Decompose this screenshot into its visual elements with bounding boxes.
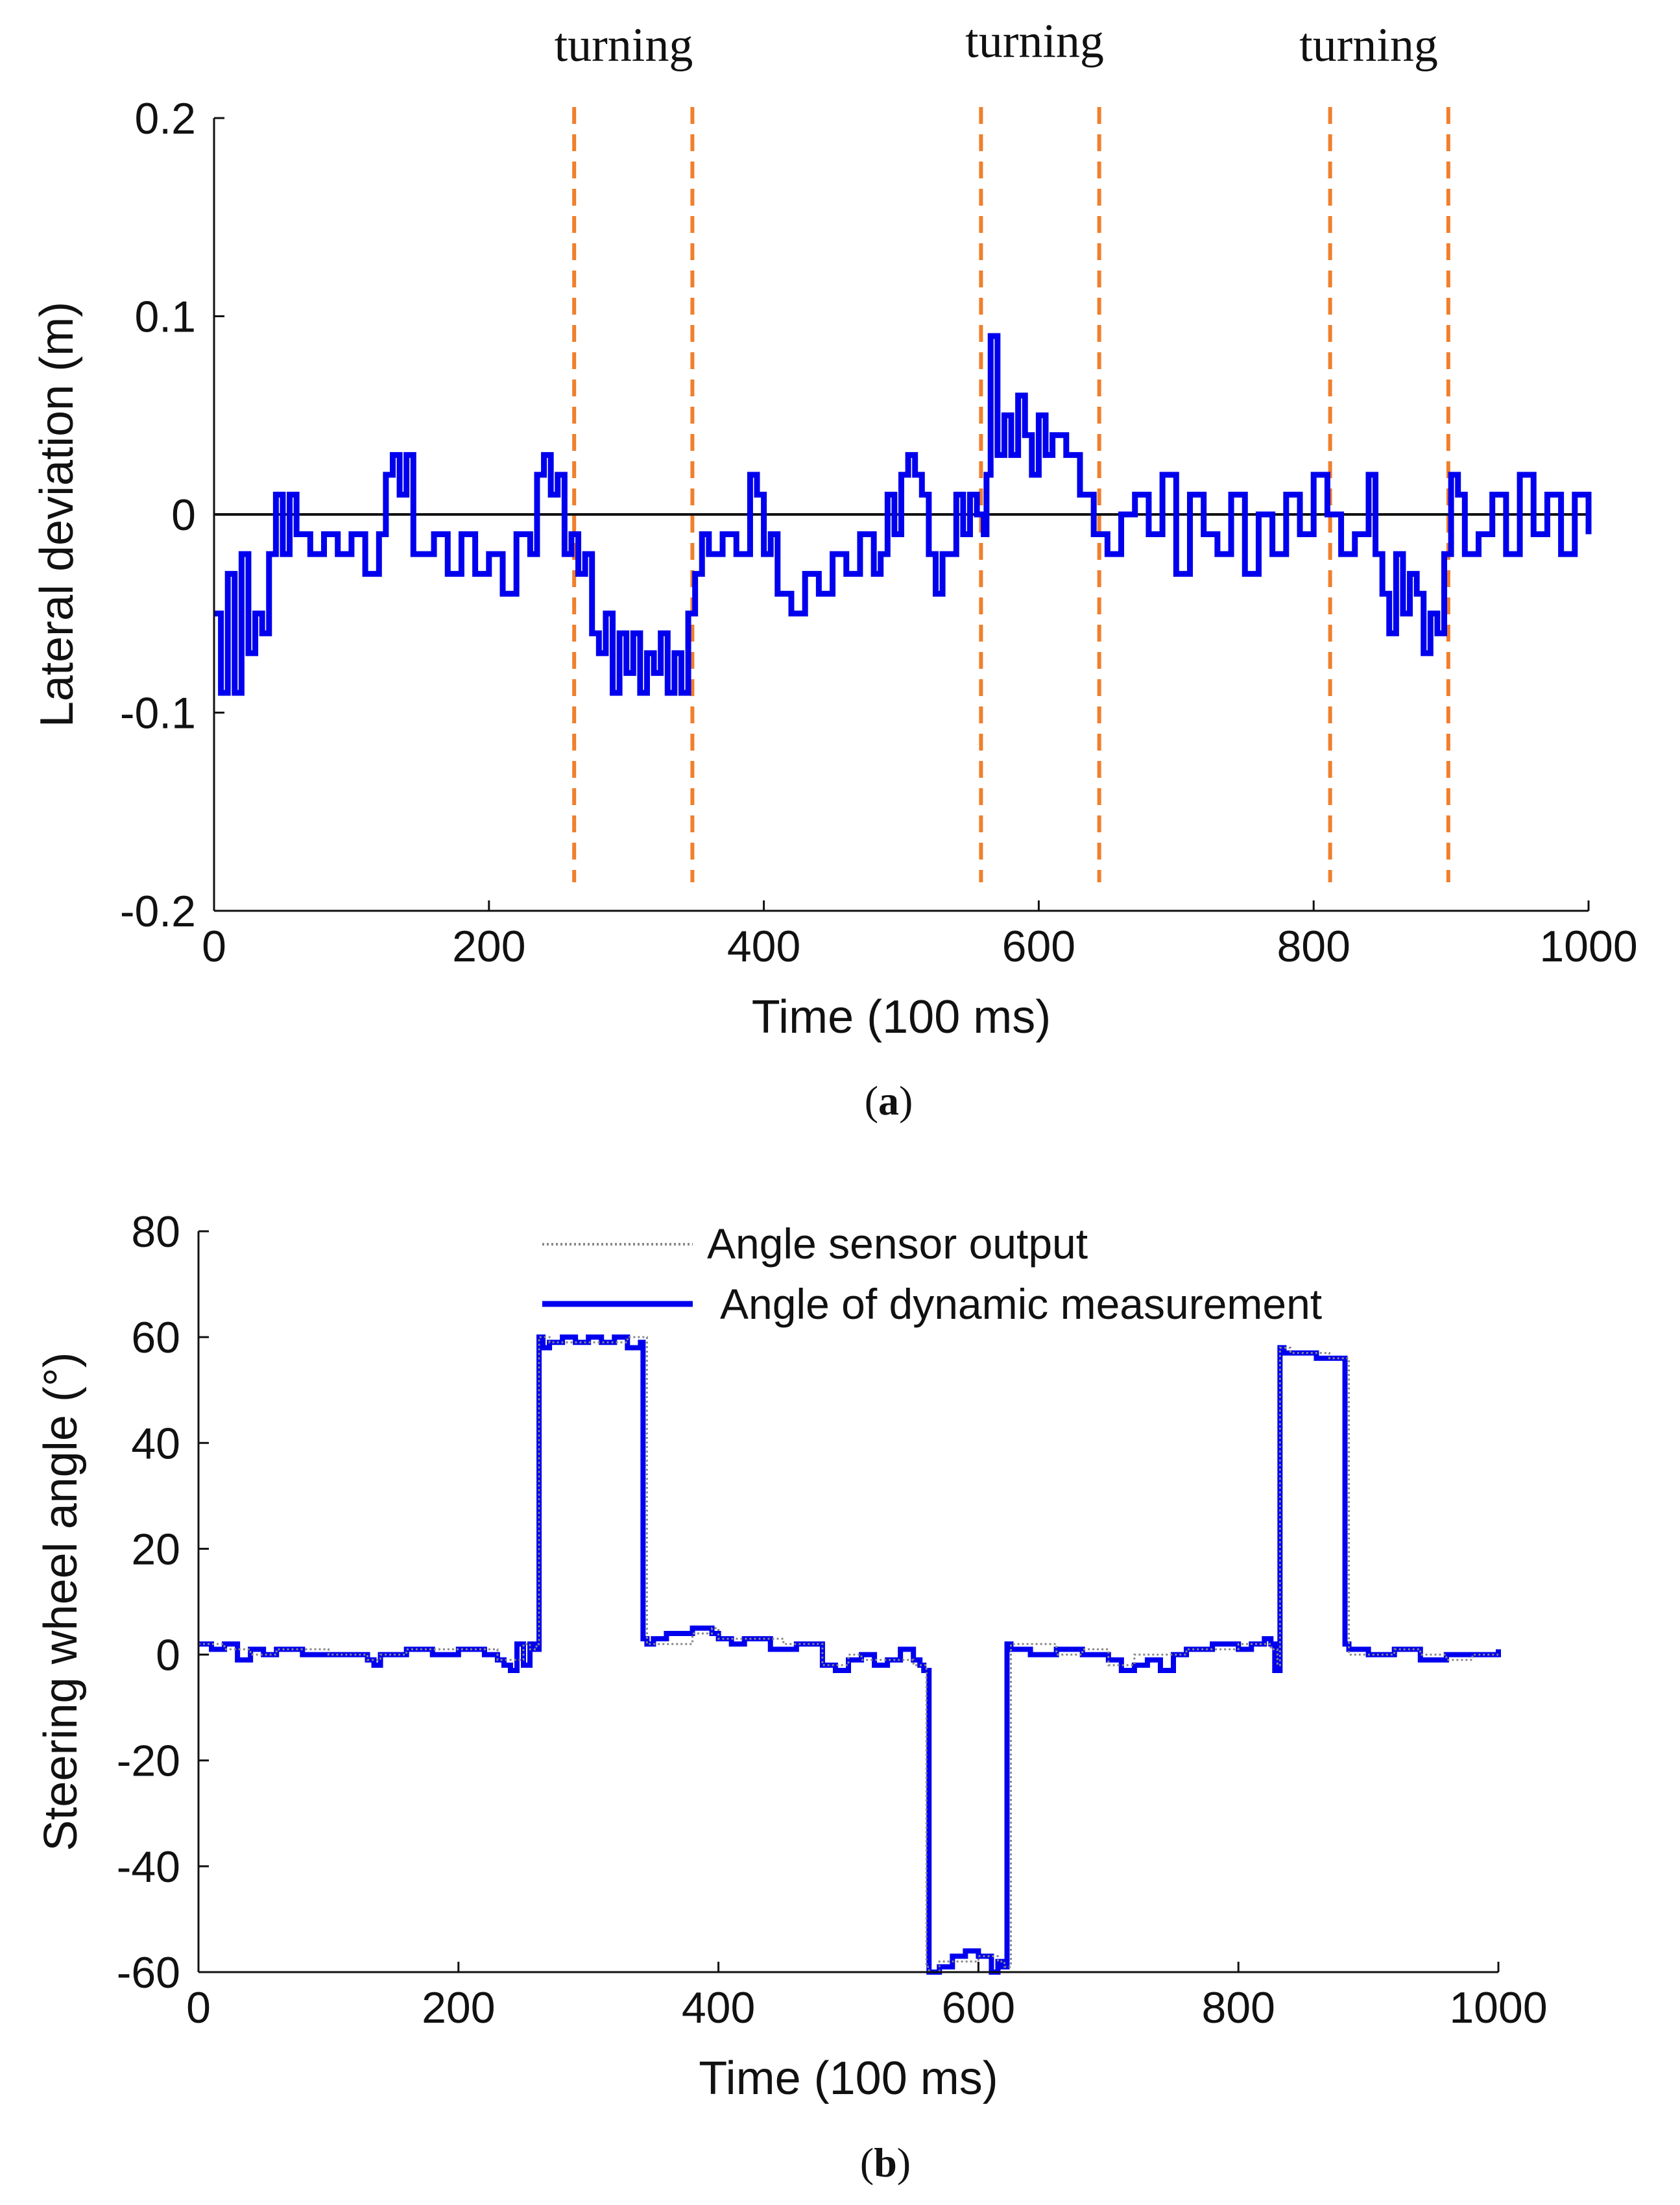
panel-a-x-tick-label: 400 bbox=[727, 922, 800, 971]
turning-annotation-1: turning bbox=[555, 19, 693, 72]
legend: Angle sensor output Angle of dynamic mea… bbox=[542, 1220, 1322, 1328]
caption-b-close: ) bbox=[897, 2139, 911, 2186]
turning-annotation-3: turning bbox=[1299, 19, 1438, 72]
caption-a-letter: a bbox=[878, 1078, 899, 1124]
legend-label-angle-sensor-output: Angle sensor output bbox=[707, 1220, 1088, 1268]
panel-a-y-tick-label: -0.2 bbox=[120, 887, 196, 936]
panel-b-y-tick-label: -20 bbox=[117, 1737, 180, 1786]
panel-a-x-tick-label: 800 bbox=[1277, 922, 1350, 971]
panel-a-x-tick-label: 200 bbox=[452, 922, 525, 971]
panel-a-x-tick-label: 1000 bbox=[1539, 922, 1637, 971]
panel-b-y-tick-label: -40 bbox=[117, 1842, 180, 1892]
panel-b-y-tick-label: 20 bbox=[131, 1524, 180, 1574]
panel-b-x-tick-label: 600 bbox=[942, 1983, 1015, 2032]
turning-annotation-2: turning bbox=[965, 15, 1104, 68]
caption-b-letter: b bbox=[874, 2139, 897, 2186]
panel-a-y-tick-label: -0.1 bbox=[120, 689, 196, 738]
panel-b-x-tick-label: 0 bbox=[186, 1983, 211, 2032]
panel-a-y-tick-label: 0.2 bbox=[134, 94, 196, 143]
lateral-deviation-series-line bbox=[214, 333, 1592, 696]
panel-b-y-axis-label: Steering wheel angle (°) bbox=[35, 1352, 87, 1851]
panel-b-x-tick-label: 400 bbox=[682, 1983, 755, 2032]
panel-b-y-tick-label: -60 bbox=[117, 1948, 180, 1997]
panel-a-y-axis-label: Lateral deviation (m) bbox=[31, 302, 83, 727]
caption-a-close: ) bbox=[899, 1078, 913, 1124]
legend-label-angle-dynamic-measurement: Angle of dynamic measurement bbox=[720, 1280, 1322, 1328]
panel-b-y-tick-label: 0 bbox=[156, 1631, 180, 1680]
angle-dynamic-measurement-series-line bbox=[198, 1334, 1501, 1975]
panel-a-y-tick-label: 0.1 bbox=[134, 293, 196, 342]
panel-a-x-tick-label: 600 bbox=[1002, 922, 1075, 971]
panel-b-x-tick-label: 200 bbox=[422, 1983, 495, 2032]
panel-b-x-tick-label: 1000 bbox=[1449, 1983, 1547, 2032]
panel-b-y-tick-label: 60 bbox=[131, 1313, 180, 1362]
angle-sensor-output-series-line bbox=[198, 1336, 1498, 1973]
panel-a-chart: 0 200 400 600 800 1000 -0.2 -0.1 0 0.1 0.2 turning… bbox=[31, 15, 1638, 1043]
panel-b-y-tick-label: 40 bbox=[131, 1419, 180, 1468]
panel-a-y-tick-label: 0 bbox=[171, 490, 196, 540]
caption-b-open: ( bbox=[860, 2139, 874, 2186]
panel-a-x-axis-label: Time (100 ms) bbox=[752, 991, 1051, 1043]
panel-b-x-tick-label: 800 bbox=[1201, 1983, 1275, 2032]
panel-b-y-tick-label: 80 bbox=[131, 1207, 180, 1257]
caption-a-open: ( bbox=[865, 1078, 878, 1124]
panel-a-x-tick-label: 0 bbox=[202, 922, 226, 971]
panel-b-chart: 0 200 400 600 800 1000 -60 -40 -20 0 20 40 60 80 Angl… bbox=[35, 1207, 1548, 2104]
panel-b-caption: (b) bbox=[860, 2139, 911, 2186]
panel-a-caption: (a) bbox=[865, 1078, 913, 1124]
panel-b-x-axis-label: Time (100 ms) bbox=[699, 2053, 998, 2104]
